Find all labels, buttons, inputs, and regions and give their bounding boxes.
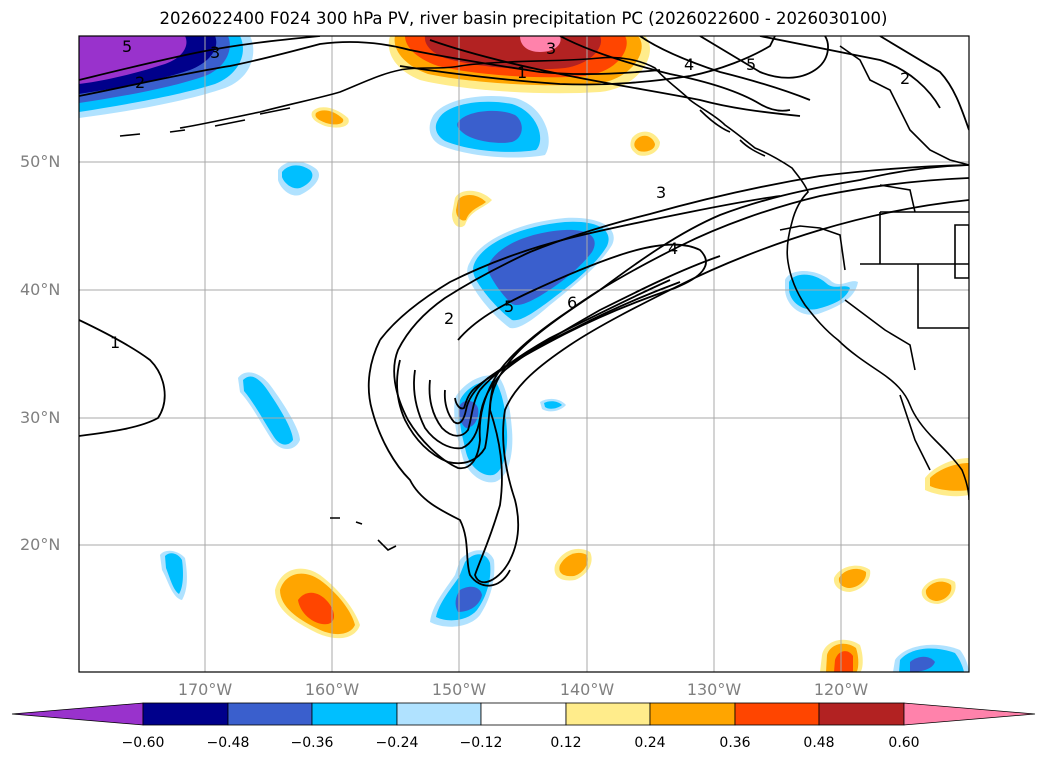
longitude-label: 150°W <box>431 680 487 699</box>
contour-label: 1 <box>517 63 527 82</box>
contour-label: 6 <box>567 293 577 312</box>
latitude-label: 40°N <box>20 280 61 299</box>
latitude-label: 50°N <box>20 152 61 171</box>
colorbar-segment <box>142 702 229 726</box>
colorbar-segment <box>734 702 820 726</box>
contour-label: 4 <box>684 55 694 74</box>
contour-labels: 5 3 2 3 1 4 5 2 3 4 2 5 6 1 <box>110 37 910 352</box>
contour-label: 2 <box>444 309 454 328</box>
contour-label: 2 <box>135 73 145 92</box>
colorbar-segment <box>227 702 313 726</box>
colorbar-tick-label: 0.48 <box>803 735 835 751</box>
colorbar-tick-label: 0.36 <box>719 735 751 751</box>
contour-label: 5 <box>746 55 756 74</box>
contour-label: 5 <box>122 37 132 56</box>
colorbar-tick-label: −0.36 <box>290 735 334 751</box>
colorbar-tick-label: 0.12 <box>550 735 582 751</box>
colorbar-segment <box>818 702 905 726</box>
colorbar-segment <box>649 702 736 726</box>
colorbar-tick-label: −0.12 <box>459 735 503 751</box>
colorbar-tick-label: −0.60 <box>121 735 165 751</box>
contour-label: 5 <box>504 297 514 316</box>
latitude-label: 20°N <box>20 535 61 554</box>
pv-contours <box>79 36 969 587</box>
map-panel: 5 3 2 3 1 4 5 2 3 4 2 5 6 1 <box>79 36 969 672</box>
colorbar-tick-label: −0.48 <box>206 735 250 751</box>
latitude-label: 30°N <box>20 408 61 427</box>
contour-label: 4 <box>668 239 678 258</box>
map-frame <box>78 35 970 673</box>
colorbar-tick-label: −0.24 <box>375 735 419 751</box>
contour-label: 3 <box>656 183 666 202</box>
longitude-label: 130°W <box>686 680 742 699</box>
longitude-label: 120°W <box>813 680 869 699</box>
colorbar-tick-label: 0.60 <box>888 735 920 751</box>
longitude-label: 160°W <box>304 680 360 699</box>
colorbar-segment <box>480 702 567 726</box>
colorbar-segment <box>311 702 398 726</box>
contour-label: 1 <box>110 333 120 352</box>
map-title: 2026022400 F024 300 hPa PV, river basin … <box>159 9 888 28</box>
colorbar-extend-high <box>903 702 1036 726</box>
contour-label: 2 <box>900 69 910 88</box>
coastlines <box>120 45 969 590</box>
longitude-label: 140°W <box>559 680 615 699</box>
graticule <box>79 36 969 672</box>
contour-label: 3 <box>546 39 556 58</box>
colorbar <box>11 702 1036 726</box>
colorbar-tick-label: 0.24 <box>634 735 666 751</box>
contour-label: 3 <box>210 43 220 62</box>
colorbar-segment <box>396 702 482 726</box>
colorbar-segment <box>565 702 651 726</box>
colorbar-extend-low <box>11 702 144 726</box>
longitude-label: 170°W <box>177 680 233 699</box>
